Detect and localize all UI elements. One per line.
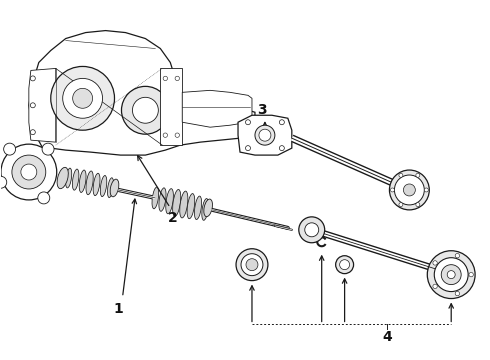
Circle shape (469, 273, 473, 277)
Circle shape (433, 284, 437, 288)
Circle shape (340, 260, 349, 270)
Ellipse shape (152, 187, 159, 209)
Circle shape (175, 133, 179, 138)
Circle shape (38, 192, 50, 204)
Circle shape (1, 144, 57, 200)
Circle shape (12, 155, 46, 189)
Circle shape (0, 176, 7, 188)
Circle shape (305, 223, 318, 237)
Circle shape (63, 78, 102, 118)
Circle shape (236, 249, 268, 280)
Circle shape (447, 271, 455, 279)
Circle shape (73, 88, 93, 108)
Circle shape (424, 188, 428, 192)
Circle shape (336, 256, 354, 274)
Circle shape (299, 217, 325, 243)
Text: 1: 1 (114, 302, 123, 316)
Circle shape (30, 130, 35, 135)
Ellipse shape (195, 196, 201, 220)
Ellipse shape (187, 194, 195, 219)
Text: 3: 3 (257, 103, 267, 117)
Circle shape (399, 203, 403, 207)
Polygon shape (182, 90, 252, 127)
Ellipse shape (180, 191, 188, 218)
Circle shape (399, 173, 403, 177)
Ellipse shape (110, 179, 119, 197)
Circle shape (416, 173, 420, 177)
Ellipse shape (100, 176, 107, 197)
Circle shape (245, 120, 250, 125)
Circle shape (175, 76, 179, 81)
Circle shape (3, 143, 16, 155)
Circle shape (246, 259, 258, 271)
Ellipse shape (202, 199, 208, 220)
Ellipse shape (166, 189, 173, 214)
Ellipse shape (66, 168, 72, 188)
Circle shape (427, 251, 475, 298)
Circle shape (122, 86, 169, 134)
Circle shape (132, 97, 158, 123)
Circle shape (30, 103, 35, 108)
Circle shape (434, 258, 468, 292)
Circle shape (42, 143, 54, 155)
Circle shape (241, 254, 263, 276)
Circle shape (259, 129, 271, 141)
Circle shape (455, 253, 460, 258)
Circle shape (455, 291, 460, 296)
Circle shape (394, 175, 424, 205)
Circle shape (416, 203, 420, 207)
Text: 2: 2 (168, 211, 177, 225)
Polygon shape (238, 115, 292, 155)
Ellipse shape (107, 178, 114, 198)
Circle shape (51, 67, 115, 130)
Circle shape (279, 146, 284, 150)
Circle shape (30, 76, 35, 81)
Circle shape (163, 76, 168, 81)
Ellipse shape (73, 169, 79, 190)
Circle shape (441, 265, 461, 285)
Circle shape (390, 170, 429, 210)
Circle shape (21, 164, 37, 180)
Ellipse shape (57, 167, 68, 189)
Circle shape (391, 188, 394, 192)
Circle shape (163, 133, 168, 138)
Ellipse shape (172, 189, 181, 216)
Ellipse shape (86, 171, 93, 195)
Ellipse shape (93, 173, 100, 195)
Circle shape (245, 146, 250, 150)
Polygon shape (160, 68, 182, 145)
Circle shape (279, 120, 284, 125)
Polygon shape (29, 31, 255, 155)
Text: 4: 4 (383, 330, 392, 345)
Polygon shape (29, 68, 56, 142)
Ellipse shape (79, 170, 86, 192)
Circle shape (433, 261, 437, 265)
Ellipse shape (204, 199, 213, 217)
Circle shape (255, 125, 275, 145)
Ellipse shape (159, 188, 166, 211)
Circle shape (403, 184, 416, 196)
